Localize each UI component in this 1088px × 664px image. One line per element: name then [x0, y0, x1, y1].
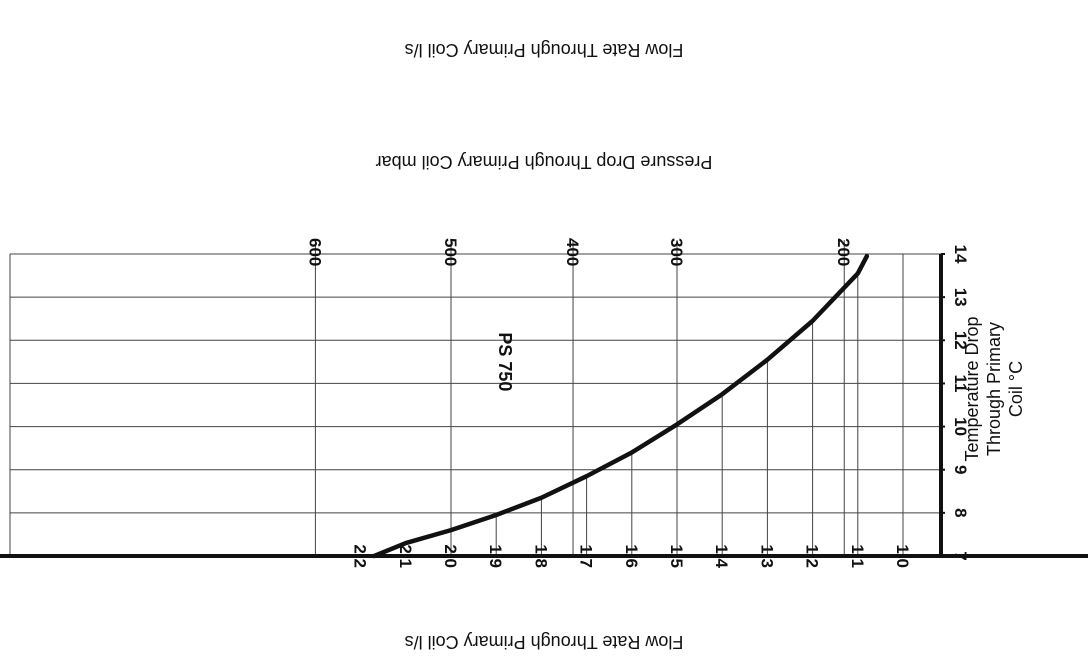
x-tick-label: 1.1	[848, 544, 867, 568]
x-tick-label: 2.2	[351, 544, 370, 568]
y-axis-label-line-3: Coil °C	[1006, 361, 1026, 417]
x-tick-label: 1.9	[486, 544, 505, 568]
x-tick-label: 1.7	[577, 544, 596, 568]
series-layer: PS 750	[371, 253, 870, 559]
y-axis-label-line-1: Temperature Drop	[962, 316, 982, 461]
x-tick-label: 1.2	[803, 544, 822, 568]
pressure-axis-title: Pressure Drop Through Primary Coil mbar	[376, 152, 713, 172]
y-tick-label: 14	[951, 245, 970, 264]
y-tick-label: 8	[951, 508, 970, 517]
chart-rotated-group: 600 500 400 300 200 2.2 2.1 2.0 1.9 1.8 1.7 1.6 1.5…	[0, 40, 1088, 652]
x-axis-ticks: 2.2 2.1 2.0 1.9 1.8 1.7 1.6 1.5 1.4 1.3 1.2 1.1 1.0	[351, 544, 912, 568]
y-axis-ticks: 7 8 9 10 11 12 13 14	[941, 245, 970, 561]
x-tick-label: 1.5	[667, 544, 686, 568]
x-tick-label: 1.8	[531, 544, 550, 568]
pressure-tick-label: 300	[667, 238, 686, 266]
x-tick-label: 2.0	[441, 544, 460, 568]
x-tick-label: 1.3	[757, 544, 776, 568]
axes	[0, 254, 1088, 558]
y-axis-label: Temperature Drop Through Primary Coil °C	[962, 316, 1026, 461]
y-tick-label: 7	[951, 551, 970, 560]
x-tick-label: 1.0	[893, 544, 912, 568]
y-tick-label: 12	[951, 331, 970, 350]
y-axis-label-line-2: Through Primary	[984, 322, 1004, 456]
y-tick-label: 9	[951, 465, 970, 474]
x-axis-label: Flow Rate Through Primary Coil l/s	[405, 632, 684, 652]
grid	[9, 253, 942, 556]
ps750-curve	[371, 253, 870, 559]
y-tick-label: 11	[951, 374, 970, 392]
y-tick-label: 13	[951, 288, 970, 307]
pressure-tick-label: 200	[834, 238, 853, 266]
top-title: Flow Rate Through Primary Coil l/s	[405, 40, 684, 60]
x-tick-label: 1.4	[712, 544, 731, 568]
pressure-axis: 600 500 400 300 200	[305, 238, 853, 556]
pressure-tick-label: 500	[441, 238, 460, 266]
x-tick-label: 1.6	[622, 544, 641, 568]
x-tick-label: 2.1	[396, 544, 415, 568]
pressure-tick-label: 600	[305, 238, 324, 266]
ps750-label: PS 750	[495, 332, 515, 391]
pressure-tick-label: 400	[563, 238, 582, 266]
y-tick-label: 10	[951, 417, 970, 436]
